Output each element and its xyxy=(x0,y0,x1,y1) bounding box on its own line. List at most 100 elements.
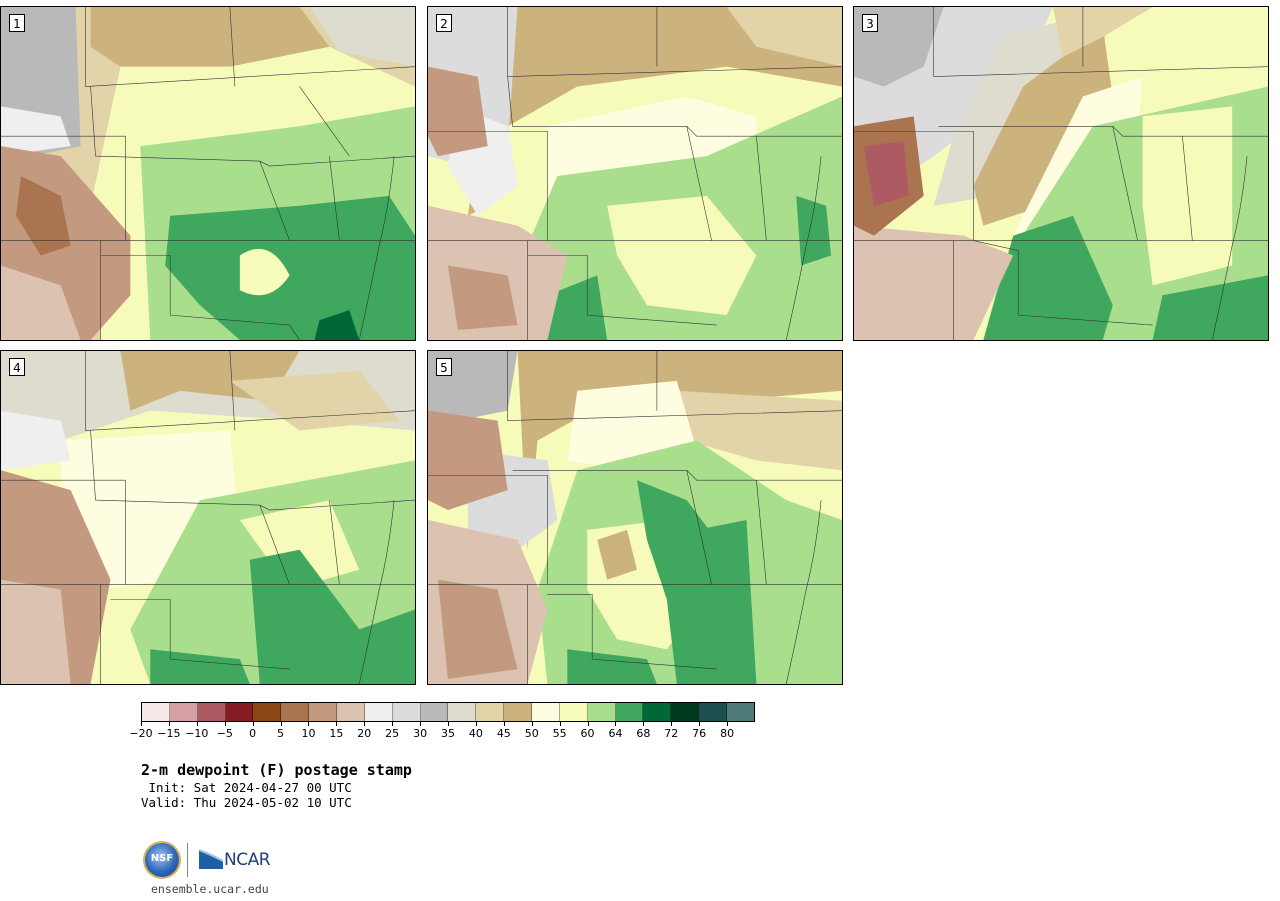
colorbar-tick-label: 80 xyxy=(720,727,735,740)
dewpoint-region xyxy=(428,410,508,511)
colorbar-swatch xyxy=(643,703,672,721)
colorbar-tick xyxy=(196,722,198,726)
colorbar-swatch xyxy=(671,703,700,721)
panel-number: 4 xyxy=(9,358,25,376)
dewpoint-region xyxy=(309,7,415,67)
dewpoint-region xyxy=(15,175,71,256)
colorbar-tick xyxy=(727,722,729,726)
dewpoint-region xyxy=(428,66,488,157)
panel-2: 2 xyxy=(427,6,843,341)
river-border xyxy=(358,156,395,340)
river-border xyxy=(785,500,822,684)
logo-divider xyxy=(187,843,188,877)
colorbar-swatch xyxy=(559,703,588,721)
river-border xyxy=(785,156,822,340)
colorbar-tick-label: −20 xyxy=(129,727,153,740)
colorbar-swatch xyxy=(225,703,254,721)
ncar-logo-text: NCAR xyxy=(224,850,271,870)
colorbar-swatch xyxy=(169,703,198,721)
dewpoint-region xyxy=(537,275,608,340)
colorbar-tick xyxy=(699,722,701,726)
dewpoint-region xyxy=(165,195,415,340)
dewpoint-region xyxy=(1,106,71,157)
map-panel-5 xyxy=(428,351,842,684)
colorbar-swatch xyxy=(448,703,477,721)
colorbar-tick xyxy=(643,722,645,726)
colorbar-swatch xyxy=(615,703,644,721)
dewpoint-region xyxy=(676,390,842,471)
dewpoint-region xyxy=(1,410,71,471)
valid-time: Valid: Thu 2024-05-02 10 UTC xyxy=(141,795,352,810)
colorbar-swatch xyxy=(420,703,449,721)
map-panel-4 xyxy=(1,351,415,684)
river-border xyxy=(1211,156,1248,340)
dewpoint-region xyxy=(607,195,757,316)
colorbar-tick xyxy=(141,722,142,726)
colorbar-swatch xyxy=(253,703,282,721)
nsf-logo-icon: NSF xyxy=(145,843,179,877)
colorbar-swatch xyxy=(337,703,365,721)
dewpoint-region xyxy=(597,529,637,580)
colorbar-tick-label: −10 xyxy=(185,727,209,740)
colorbar-swatch xyxy=(504,703,533,721)
colorbar-tick-label: 35 xyxy=(441,727,455,740)
colorbar-tick xyxy=(420,722,422,726)
colorbar-tick xyxy=(559,722,561,726)
colorbar-tick-label: 40 xyxy=(468,727,483,740)
colorbar-swatch xyxy=(727,703,754,721)
colorbar-tick xyxy=(280,722,282,726)
panel-1: 1 xyxy=(0,6,416,341)
ncar-logo-icon xyxy=(198,849,224,869)
colorbar-tick xyxy=(336,722,338,726)
colorbar-tick-label: 55 xyxy=(552,727,567,740)
chart-title: 2-m dewpoint (F) postage stamp xyxy=(141,761,412,779)
colorbar-tick-label: 10 xyxy=(301,727,316,740)
colorbar-tick-label: 0 xyxy=(249,727,257,740)
colorbar-tick xyxy=(392,722,394,726)
colorbar-swatch xyxy=(142,703,170,721)
dewpoint-region xyxy=(447,265,518,331)
dewpoint-region xyxy=(239,248,290,296)
dewpoint-region xyxy=(567,380,697,471)
colorbar-tick-label: 60 xyxy=(580,727,595,740)
colorbar-tick-label: 76 xyxy=(692,727,707,740)
panel-5: 5 xyxy=(427,350,843,685)
dewpoint-region xyxy=(854,225,1014,340)
colorbar-tick xyxy=(531,722,533,726)
panel-3: 3 xyxy=(853,6,1269,341)
colorbar-swatch xyxy=(699,703,728,721)
dewpoint-region xyxy=(229,370,400,431)
colorbar-tick-label: 30 xyxy=(413,727,428,740)
colorbar-tick-label: 5 xyxy=(277,727,285,740)
colorbar-swatch xyxy=(392,703,421,721)
colorbar-swatch xyxy=(364,703,393,721)
nsf-logo-text: NSF xyxy=(150,853,174,864)
colorbar xyxy=(141,702,755,722)
colorbar-swatch xyxy=(281,703,310,721)
colorbar-tick-label: −15 xyxy=(157,727,181,740)
dewpoint-region xyxy=(863,141,909,206)
colorbar-tick xyxy=(615,722,617,726)
colorbar-tick-label: 68 xyxy=(636,727,651,740)
colorbar-tick xyxy=(671,722,673,726)
colorbar-tick xyxy=(308,722,310,726)
colorbar-tick xyxy=(587,722,589,726)
state-borders xyxy=(1,351,415,684)
map-panel-1 xyxy=(1,7,415,340)
panel-number: 3 xyxy=(862,14,878,32)
colorbar-ticks: −20 −15 −10 −5 0 5 10 15 20 25 30 35 40 45 50 55 60 64 68 7… xyxy=(129,722,755,742)
panel-number: 2 xyxy=(436,14,452,32)
colorbar-tick-label: 25 xyxy=(385,727,400,740)
state-borders xyxy=(428,351,842,684)
dewpoint-region xyxy=(1053,7,1153,57)
dewpoint-region xyxy=(249,549,415,684)
state-borders xyxy=(854,7,1268,340)
colorbar-tick-label: 20 xyxy=(357,727,372,740)
colorbar-swatch xyxy=(532,703,560,721)
dewpoint-region xyxy=(567,649,657,684)
colorbar-swatch xyxy=(476,703,505,721)
colorbar-tick xyxy=(224,722,226,726)
panel-number: 5 xyxy=(436,358,452,376)
state-borders xyxy=(428,7,842,340)
site-url: ensemble.ucar.edu xyxy=(151,882,269,896)
